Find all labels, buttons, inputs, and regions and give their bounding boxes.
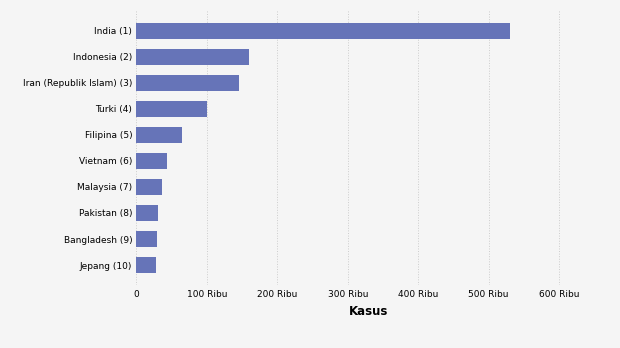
Bar — [136, 23, 510, 39]
Bar — [136, 205, 158, 221]
Bar — [136, 257, 156, 273]
Bar — [136, 101, 207, 117]
X-axis label: Kasus: Kasus — [349, 306, 389, 318]
Bar — [136, 153, 167, 169]
Bar — [136, 49, 249, 65]
Bar — [136, 179, 162, 195]
Bar — [136, 127, 182, 143]
Bar — [136, 75, 239, 90]
Bar — [136, 231, 157, 247]
